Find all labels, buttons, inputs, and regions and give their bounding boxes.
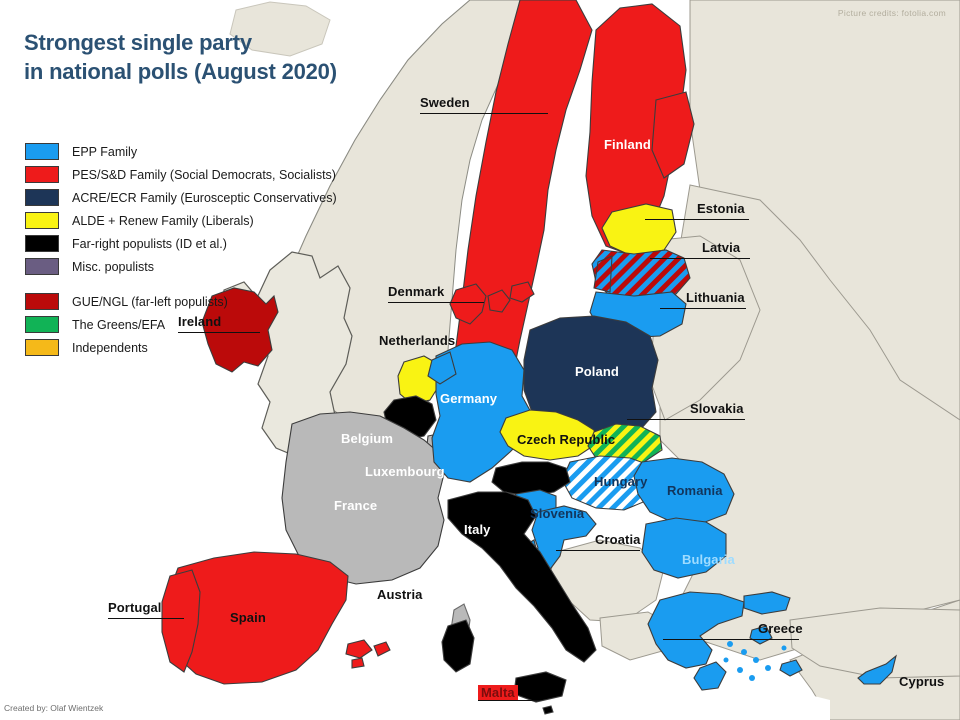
country-bulgaria <box>641 517 727 579</box>
legend-item-alde: ALDE + Renew Family (Liberals) <box>25 209 337 232</box>
legend-item-independents: Independents <box>25 336 337 359</box>
country-italy <box>447 491 597 663</box>
legend-label-epp: EPP Family <box>72 144 138 159</box>
leader-line-denmark <box>388 302 484 303</box>
map-label-netherlands: Netherlands <box>379 333 456 348</box>
country-germany <box>431 341 533 483</box>
country-portugal <box>161 569 201 673</box>
map-label-portugal: Portugal <box>108 600 162 615</box>
leader-line-sweden <box>420 113 548 114</box>
leader-line-lithuania <box>660 308 746 309</box>
map-label-spain: Spain <box>230 610 266 625</box>
legend-swatch-alde <box>25 212 59 229</box>
country-ireland <box>201 287 279 373</box>
legend-item-ecr: ACRE/ECR Family (Eurosceptic Conservativ… <box>25 186 337 209</box>
map-label-france: France <box>334 498 378 513</box>
country-romania <box>633 457 735 525</box>
map-label-denmark: Denmark <box>388 284 445 299</box>
author-credit: Created by: Olaf Wientzek <box>4 703 104 713</box>
leader-line-latvia <box>650 258 750 259</box>
map-label-austria: Austria <box>377 587 423 602</box>
map-label-bulgaria: Bulgaria <box>682 552 735 567</box>
country-cyprus <box>857 654 897 685</box>
country-latvia <box>591 249 691 301</box>
map-label-malta: Malta <box>478 685 518 700</box>
map-label-czech-republic: Czech Republic <box>517 432 616 447</box>
map-label-poland: Poland <box>575 364 619 379</box>
map-label-latvia: Latvia <box>702 240 741 255</box>
leader-line-ireland <box>178 332 260 333</box>
legend-item-far-right: Far-right populists (ID et al.) <box>25 232 337 255</box>
legend-swatch-guengl <box>25 293 59 310</box>
map-label-ireland: Ireland <box>178 314 222 329</box>
legend-label-far-right: Far-right populists (ID et al.) <box>72 236 227 251</box>
legend-label-greens: The Greens/EFA <box>72 317 166 332</box>
legend-item-greens: The Greens/EFA <box>25 313 337 336</box>
legend-item-epp: EPP Family <box>25 140 337 163</box>
map-label-italy: Italy <box>464 522 491 537</box>
leader-line-estonia <box>645 219 749 220</box>
map-label-greece: Greece <box>758 621 803 636</box>
map-label-hungary: Hungary <box>594 474 648 489</box>
legend-swatch-pes <box>25 166 59 183</box>
map-label-lithuania: Lithuania <box>686 290 745 305</box>
map-label-sweden: Sweden <box>420 95 470 110</box>
legend-swatch-epp <box>25 143 59 160</box>
map-label-belgium: Belgium <box>341 431 393 446</box>
country-slovakia <box>587 423 663 465</box>
page-title: Strongest single party in national polls… <box>24 30 337 85</box>
country-sardinia <box>441 619 475 673</box>
legend-label-ecr: ACRE/ECR Family (Eurosceptic Conservativ… <box>72 190 337 205</box>
map-label-finland: Finland <box>604 137 651 152</box>
country-czech <box>499 409 597 461</box>
leader-line-slovakia <box>627 419 745 420</box>
legend-label-misc-populists: Misc. populists <box>72 259 154 274</box>
leader-line-portugal <box>108 618 184 619</box>
legend-swatch-misc-populists <box>25 258 59 275</box>
legend-label-guengl: GUE/NGL (far-left populists) <box>72 294 228 309</box>
country-france <box>281 411 445 585</box>
map-label-germany: Germany <box>440 391 498 406</box>
map-label-luxembourg: Luxembourg <box>365 464 445 479</box>
map-label-cyprus: Cyprus <box>899 674 945 689</box>
country-denmark <box>449 283 487 325</box>
legend-item-pes: PES/S&D Family (Social Democrats, Social… <box>25 163 337 186</box>
legend-swatch-ecr <box>25 189 59 206</box>
legend-item-misc-populists: Misc. populists <box>25 255 337 278</box>
legend-label-pes: PES/S&D Family (Social Democrats, Social… <box>72 167 336 182</box>
map-label-romania: Romania <box>667 483 723 498</box>
country-austria <box>491 461 571 497</box>
legend-swatch-greens <box>25 316 59 333</box>
map-label-slovenia: Slovenia <box>530 506 585 521</box>
legend-swatch-far-right <box>25 235 59 252</box>
legend-label-independents: Independents <box>72 340 148 355</box>
legend-item-guengl: GUE/NGL (far-left populists) <box>25 290 337 313</box>
map-label-croatia: Croatia <box>595 532 641 547</box>
leader-line-greece <box>663 639 799 640</box>
legend: EPP Family PES/S&D Family (Social Democr… <box>25 140 337 359</box>
legend-label-alde: ALDE + Renew Family (Liberals) <box>72 213 254 228</box>
picture-credit: Picture credits: fotolia.com <box>837 8 946 18</box>
country-poland <box>523 315 659 437</box>
map-label-slovakia: Slovakia <box>690 401 744 416</box>
leader-line-croatia <box>556 550 640 551</box>
map-label-estonia: Estonia <box>697 201 745 216</box>
country-malta <box>542 705 554 715</box>
legend-swatch-independents <box>25 339 59 356</box>
country-greece <box>647 591 745 669</box>
leader-line-malta <box>478 700 540 701</box>
